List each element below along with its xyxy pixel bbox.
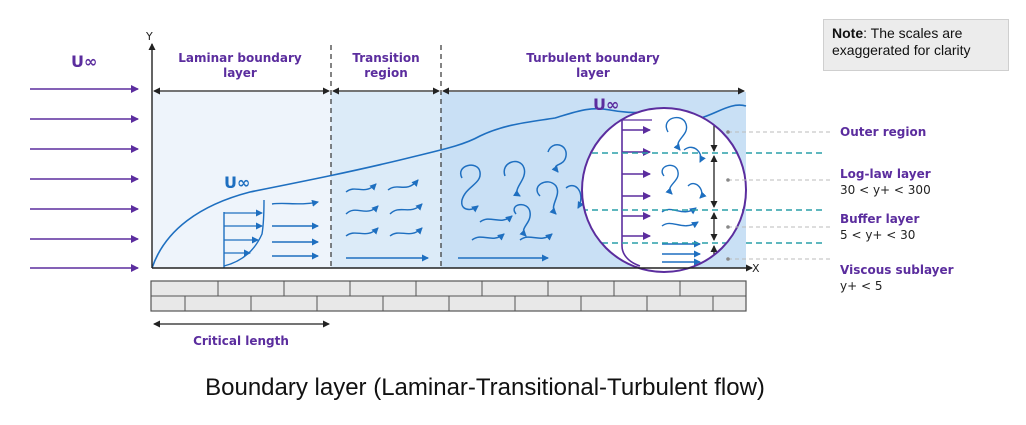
- transition-flow-arrows: [345, 179, 429, 262]
- laminar-region: [152, 92, 331, 268]
- laminar-flow-arrows: [271, 199, 319, 260]
- wavy-arrow: [345, 183, 377, 193]
- x-axis-label: X: [752, 262, 760, 275]
- eddy: [683, 146, 706, 163]
- laminar-velocity-profile: [223, 199, 265, 268]
- laminar-label-line2: layer: [223, 66, 257, 80]
- eddy: [665, 116, 688, 151]
- eddy: [459, 164, 481, 213]
- free-stream-symbol-laminar: U∞: [224, 173, 250, 192]
- profile-curve: [223, 199, 265, 267]
- turbulent-profile-curve: [621, 120, 641, 267]
- layer-boundaries: [746, 152, 822, 244]
- flow-arrow: [271, 199, 319, 207]
- figure-caption: Boundary layer (Laminar-Transitional-Tur…: [205, 374, 765, 401]
- wavy-arrow: [345, 205, 379, 215]
- outer-region-label: Outer region: [840, 125, 926, 139]
- transition-label-line2: region: [364, 66, 408, 80]
- eddy: [536, 181, 559, 215]
- critical-length-label: Critical length: [193, 334, 289, 348]
- turbulent-eddies: [458, 144, 585, 262]
- turbulent-label-line2: layer: [576, 66, 610, 80]
- zoom-circle-content: [582, 108, 746, 272]
- loglaw-layer-range: 30 < y+ < 300: [840, 183, 931, 197]
- wavy-arrow: [389, 227, 423, 237]
- turbulent-label-line1: Turbulent boundary: [526, 51, 660, 65]
- eddy: [547, 144, 567, 173]
- wavy-arrow: [661, 221, 699, 229]
- viscous-sublayer-range: y+ < 5: [840, 279, 882, 293]
- wavy-arrow: [387, 179, 419, 191]
- laminar-label-line1: Laminar boundary: [178, 51, 302, 65]
- transition-label-line1: Transition: [352, 51, 419, 65]
- loglaw-layer-label: Log-law layer: [840, 167, 931, 181]
- transition-region: [331, 92, 441, 268]
- note-box: Note: The scales are exaggerated for cla…: [823, 19, 1009, 71]
- wall-plate: [150, 280, 747, 312]
- eddy: [513, 203, 531, 237]
- note-text: : The scales are exaggerated for clarity: [832, 25, 971, 58]
- wavy-arrow: [519, 233, 553, 241]
- viscous-sublayer-label: Viscous sublayer: [840, 263, 954, 277]
- buffer-layer-label: Buffer layer: [840, 212, 919, 226]
- zoom-circle-border: [581, 107, 747, 273]
- buffer-layer-range: 5 < y+ < 30: [840, 228, 915, 242]
- free-stream-symbol-left: U∞: [71, 52, 97, 71]
- eddy: [503, 160, 526, 197]
- eddy: [565, 185, 585, 209]
- free-stream-arrows: [30, 85, 139, 272]
- y-axis-label: Y: [145, 30, 153, 43]
- eddy: [661, 164, 679, 195]
- eddy: [687, 182, 707, 199]
- wavy-arrow: [479, 215, 513, 223]
- wavy-arrow: [345, 227, 379, 237]
- wavy-arrow: [471, 233, 505, 241]
- free-stream-symbol-turbulent: U∞: [593, 95, 619, 114]
- leader-lines: [728, 131, 832, 260]
- wavy-arrow: [389, 203, 423, 215]
- note-label: Note: [832, 25, 864, 41]
